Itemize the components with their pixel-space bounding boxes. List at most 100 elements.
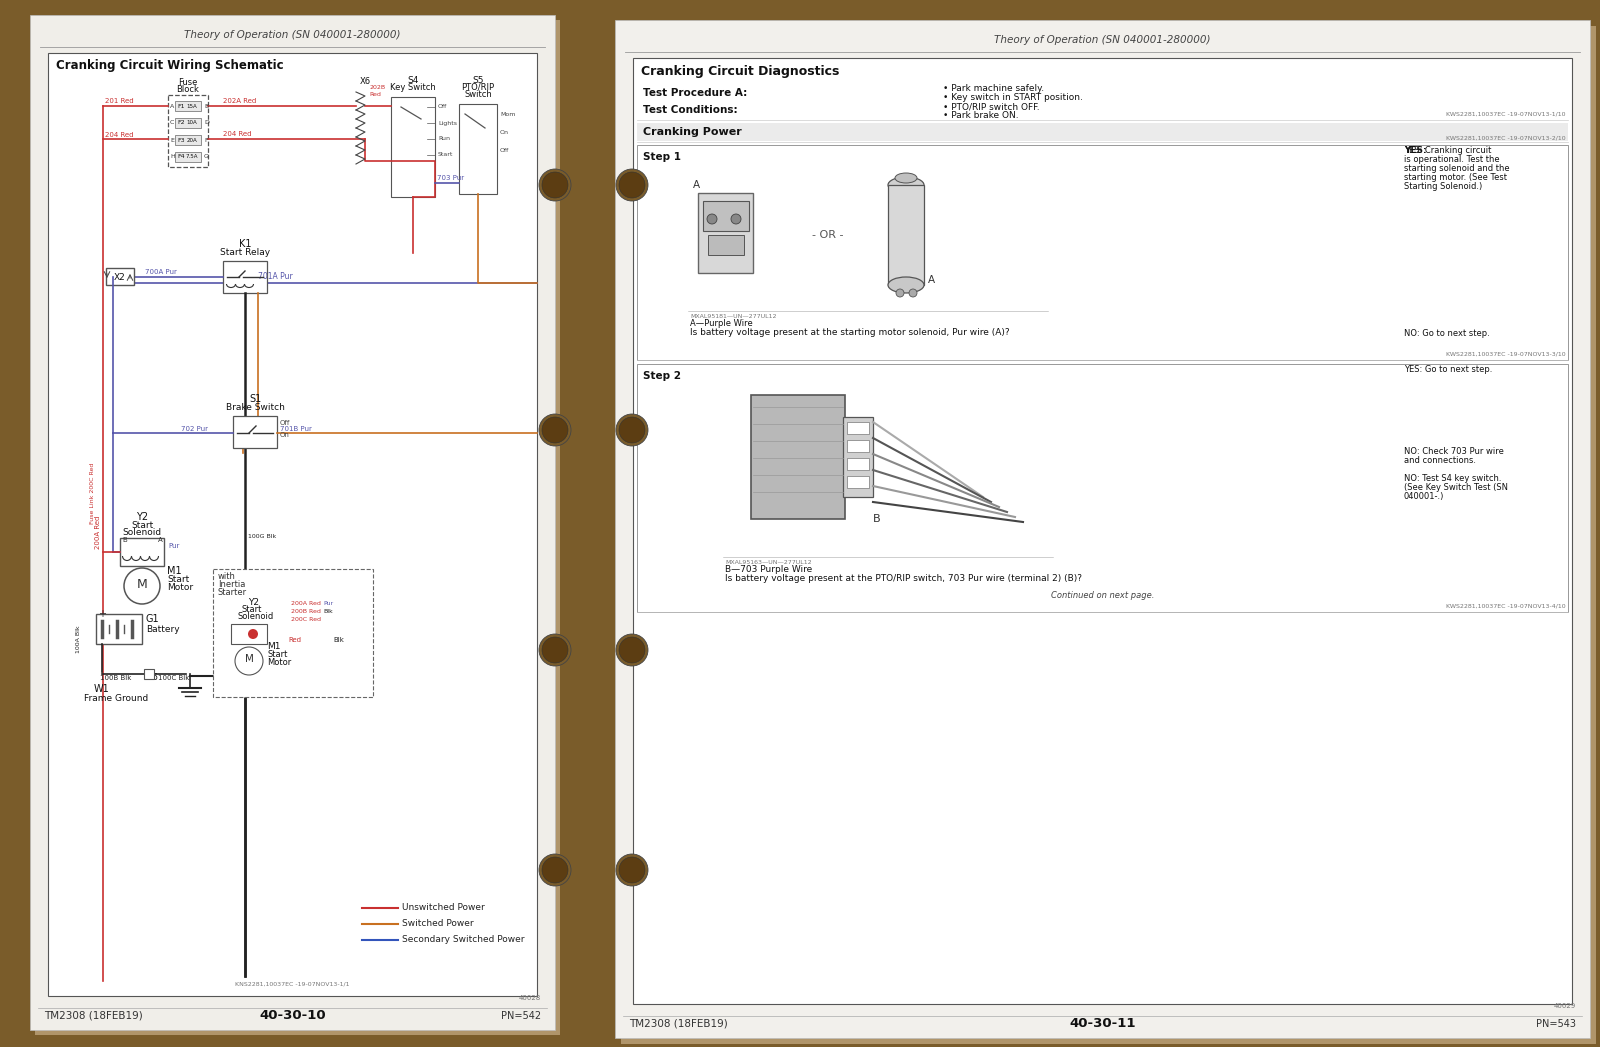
Bar [846, 476, 869, 488]
Circle shape [616, 854, 648, 886]
Bar [637, 122, 1568, 141]
Text: Blk: Blk [333, 637, 344, 643]
Text: F4: F4 [178, 155, 184, 159]
Bar [168, 95, 208, 168]
Text: starting motor. (See Test: starting motor. (See Test [1405, 173, 1507, 182]
Text: YES: Go to next step.: YES: Go to next step. [1405, 365, 1493, 374]
Text: S5: S5 [472, 76, 483, 85]
Bar [637, 144, 1568, 360]
Text: MXAL95163—UN—277UL12: MXAL95163—UN—277UL12 [725, 560, 811, 565]
Text: G1: G1 [146, 614, 160, 624]
Text: E: E [170, 137, 174, 142]
Bar [48, 53, 538, 996]
Text: 202A Red: 202A Red [222, 98, 256, 104]
Circle shape [539, 854, 571, 886]
Ellipse shape [888, 177, 925, 193]
Text: M1: M1 [166, 566, 182, 576]
Bar [222, 261, 267, 293]
Text: 40029: 40029 [1554, 1003, 1576, 1009]
Text: PTO/RIP: PTO/RIP [461, 83, 494, 92]
Text: 10A: 10A [187, 120, 197, 126]
Text: A: A [693, 180, 701, 190]
Text: 40-30-11: 40-30-11 [1069, 1017, 1136, 1030]
Text: KNS2281,10037EC -19-07NOV13-1/1: KNS2281,10037EC -19-07NOV13-1/1 [235, 982, 350, 987]
Text: D: D [205, 120, 210, 126]
Bar [888, 185, 925, 285]
Text: Frame Ground: Frame Ground [83, 694, 149, 703]
Text: 701A Pur: 701A Pur [258, 272, 293, 281]
Text: KWS2281,10037EC -19-07NOV13-3/10: KWS2281,10037EC -19-07NOV13-3/10 [1446, 352, 1566, 357]
Bar [174, 118, 202, 128]
Text: C: C [170, 120, 174, 126]
Text: F1: F1 [178, 104, 184, 109]
Bar [702, 201, 749, 231]
Text: Blk: Blk [323, 609, 333, 614]
Circle shape [731, 214, 741, 224]
Text: Solenoid: Solenoid [238, 612, 274, 621]
Text: 702 Pur: 702 Pur [181, 426, 208, 432]
Text: Key Switch: Key Switch [390, 83, 435, 92]
Text: Switch: Switch [464, 90, 491, 99]
Text: NO: Check 703 Pur wire: NO: Check 703 Pur wire [1405, 447, 1504, 456]
Text: On: On [280, 432, 290, 438]
Circle shape [909, 289, 917, 297]
Circle shape [619, 417, 645, 443]
Circle shape [616, 169, 648, 201]
Text: KWS2281,10037EC -19-07NOV13-4/10: KWS2281,10037EC -19-07NOV13-4/10 [1446, 604, 1566, 609]
Circle shape [542, 172, 568, 198]
Bar [96, 614, 142, 644]
Bar [390, 97, 435, 197]
Text: Block: Block [176, 85, 200, 94]
Text: Run: Run [438, 136, 450, 141]
Text: starting solenoid and the: starting solenoid and the [1405, 164, 1510, 173]
Text: S4: S4 [408, 76, 419, 85]
Text: Pur: Pur [168, 543, 179, 549]
Text: 100A Blk: 100A Blk [77, 625, 82, 653]
Text: - OR -: - OR - [813, 230, 843, 240]
Bar [234, 416, 277, 448]
Circle shape [539, 169, 571, 201]
Text: A: A [158, 537, 163, 543]
Text: • Park machine safely.: • Park machine safely. [942, 84, 1045, 93]
Text: S1: S1 [250, 394, 261, 404]
Circle shape [619, 172, 645, 198]
Text: Y2: Y2 [248, 598, 259, 607]
Text: Off: Off [499, 148, 509, 153]
Text: Step 1: Step 1 [643, 152, 682, 162]
Circle shape [616, 414, 648, 446]
Text: Motor: Motor [267, 658, 291, 667]
Text: Start: Start [242, 605, 261, 614]
Bar [843, 417, 874, 497]
Bar [35, 20, 560, 1035]
Text: Inertia: Inertia [218, 580, 245, 589]
Bar [707, 235, 744, 255]
Circle shape [616, 634, 648, 666]
Text: Is battery voltage present at the PTO/RIP switch, 703 Pur wire (terminal 2) (B)?: Is battery voltage present at the PTO/RI… [725, 574, 1082, 583]
Text: 7.5A: 7.5A [186, 155, 198, 159]
Text: 200A Red: 200A Red [291, 601, 322, 606]
Text: NO: Test S4 key switch.: NO: Test S4 key switch. [1405, 474, 1501, 483]
Text: Solenoid: Solenoid [123, 528, 162, 537]
Text: KWS2281,10037EC -19-07NOV13-1/10: KWS2281,10037EC -19-07NOV13-1/10 [1446, 112, 1566, 117]
Text: 200B Red: 200B Red [291, 609, 322, 614]
Bar [634, 58, 1571, 1004]
Text: 20A: 20A [187, 137, 197, 142]
Bar [459, 104, 498, 194]
Text: 201 Red: 201 Red [106, 98, 134, 104]
Text: 100G Blk: 100G Blk [248, 534, 277, 539]
Circle shape [539, 414, 571, 446]
Text: Y2: Y2 [136, 512, 149, 522]
Text: NO: Go to next step.: NO: Go to next step. [1405, 329, 1490, 338]
Text: 202B: 202B [370, 85, 386, 90]
Text: A—Purple Wire: A—Purple Wire [690, 319, 752, 328]
Bar [174, 101, 202, 111]
Text: Start Relay: Start Relay [219, 248, 270, 257]
Bar [174, 135, 202, 144]
Text: W1: W1 [94, 684, 110, 694]
Bar [230, 624, 267, 644]
Text: On: On [499, 130, 509, 134]
Text: 204 Red: 204 Red [222, 131, 251, 137]
Bar [30, 15, 555, 1030]
Text: YES:: YES: [1405, 146, 1427, 155]
Text: TM2308 (18FEB19): TM2308 (18FEB19) [629, 1019, 728, 1029]
